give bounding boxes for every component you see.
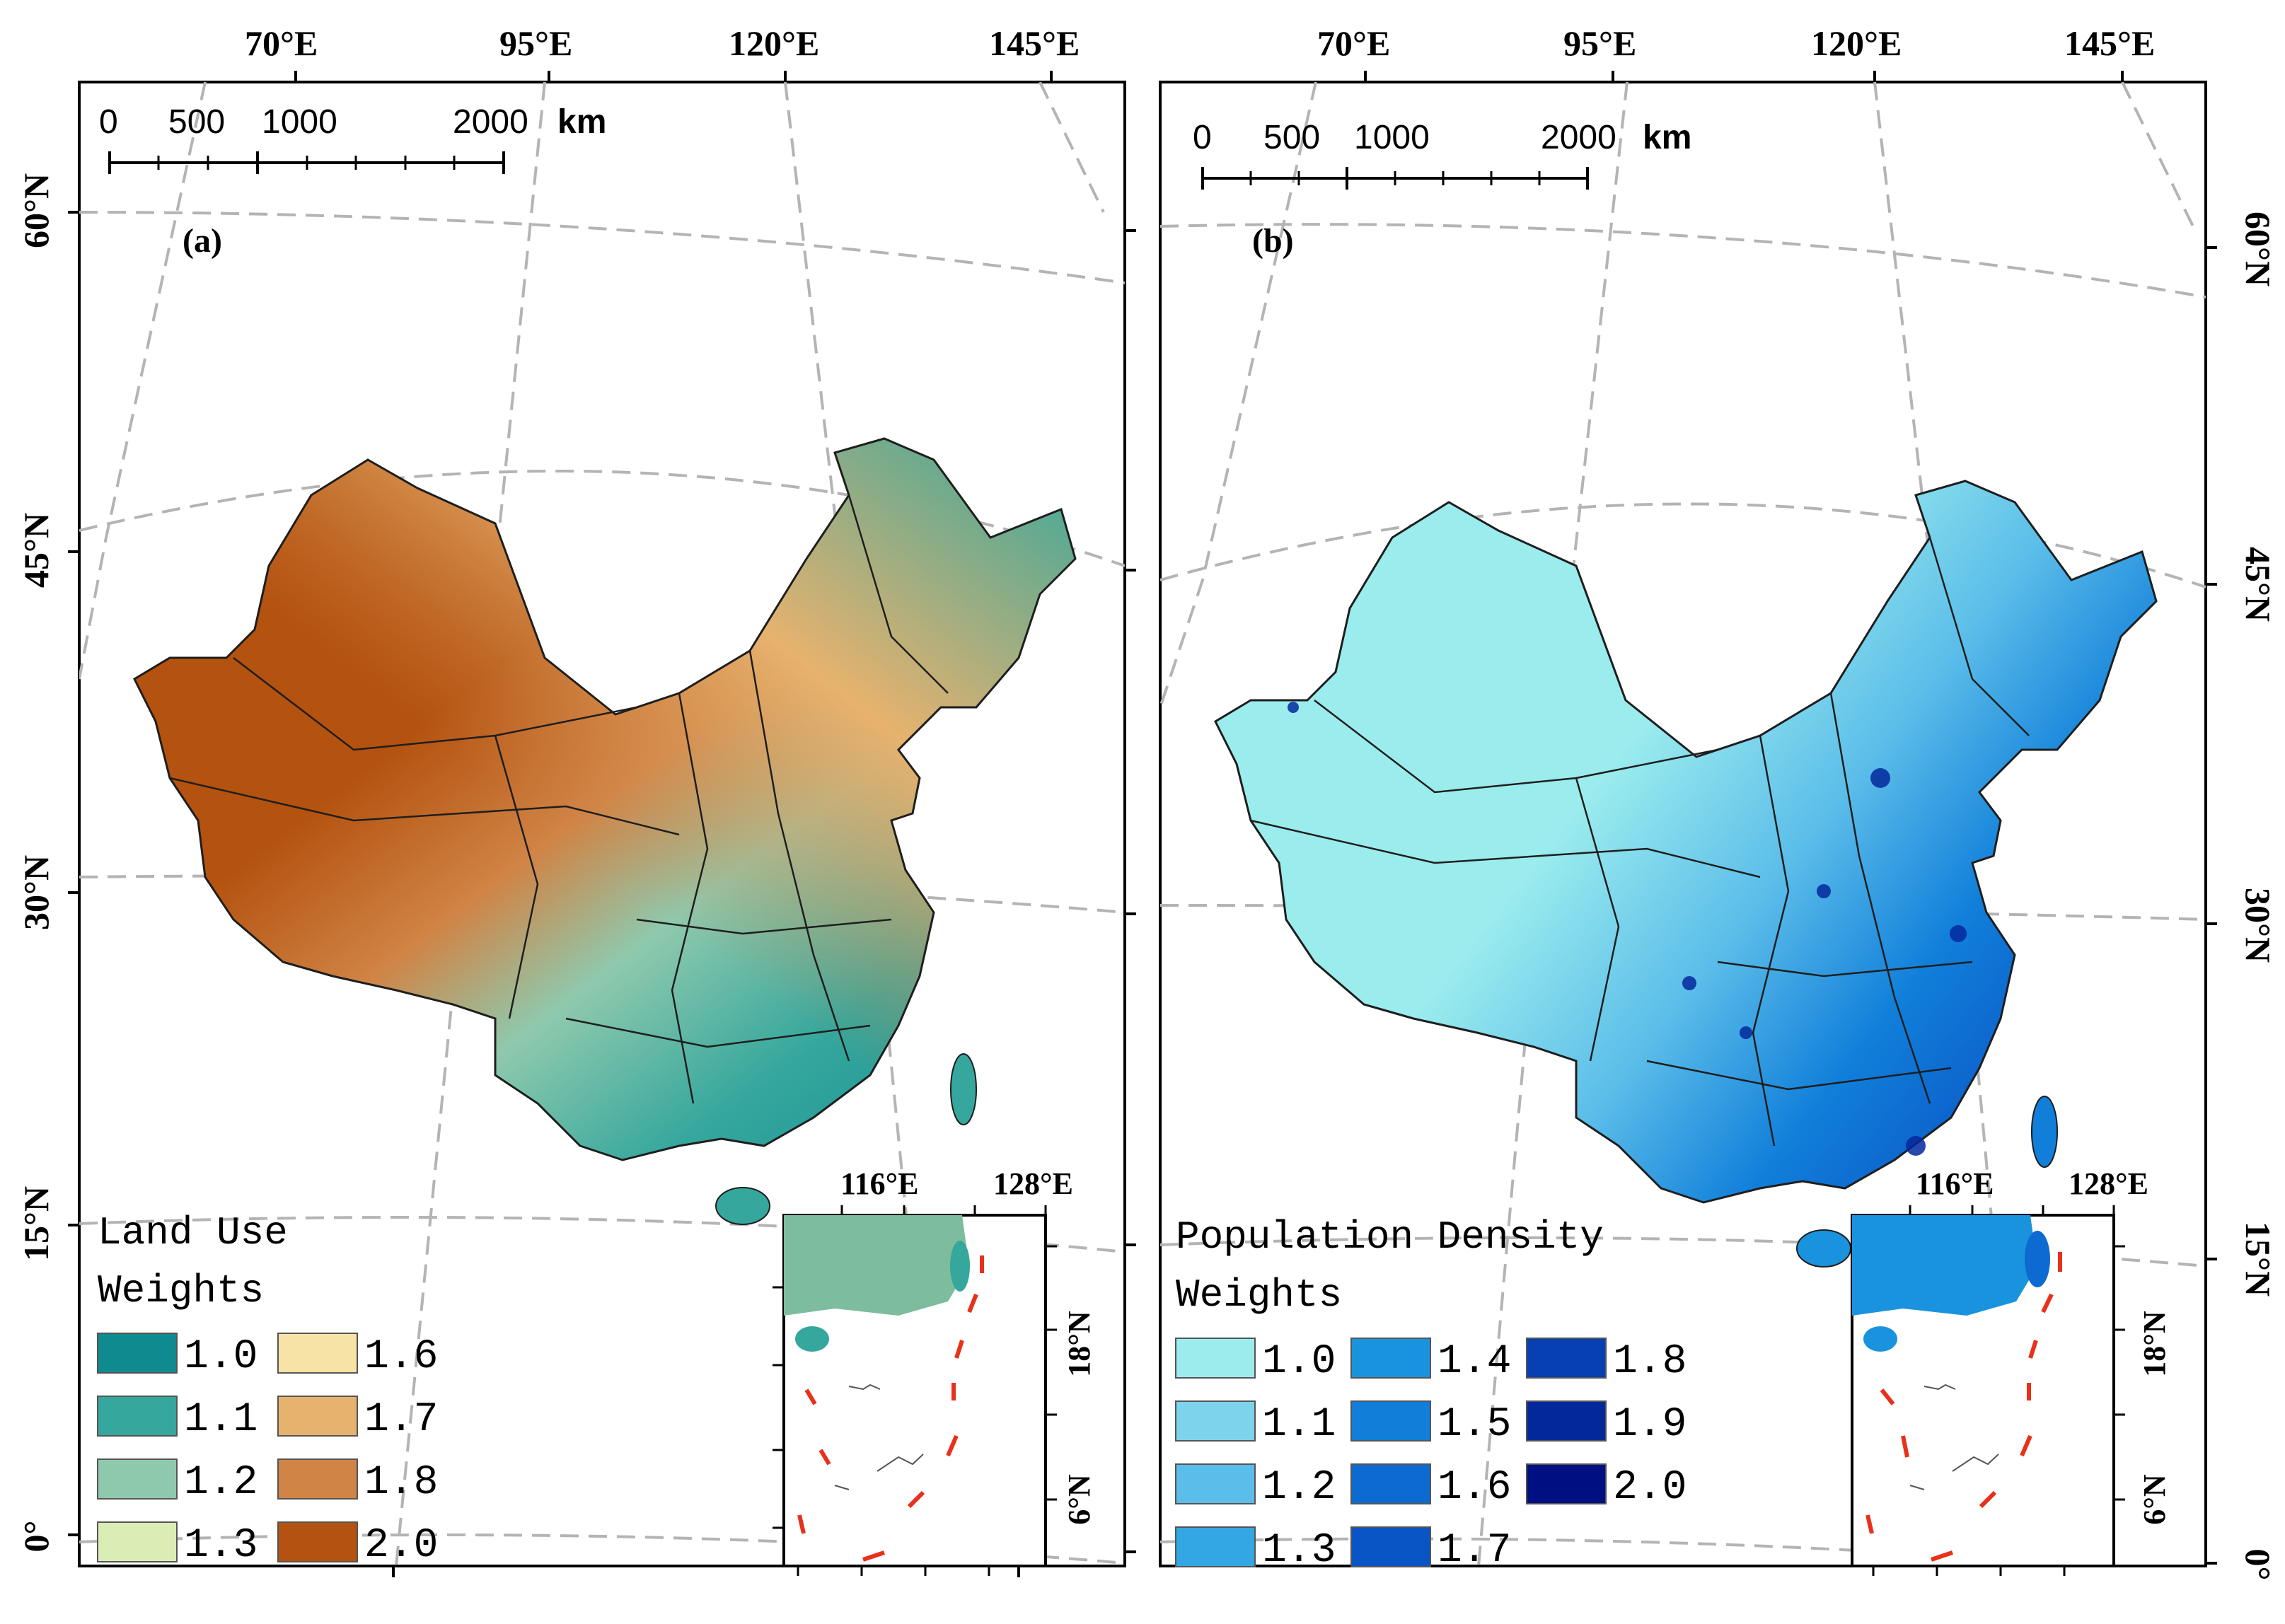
legend-swatch-1-9 — [1526, 1400, 1607, 1442]
legend-title-line2: Weights — [98, 1268, 264, 1313]
legend-land-use: Land Use Weights 1.0 1.1 1.2 1.3 1.6 1.7 1.8 2.… — [97, 1210, 438, 1569]
legend-population-density: Population Density Weights 1.0 1.1 1.2 1.3 1… — [1175, 1214, 1687, 1574]
lat-label-30: 30°N — [2238, 888, 2278, 963]
legend-value-1-8: 1.8 — [364, 1460, 438, 1506]
legend-swatch-1-8 — [1526, 1338, 1607, 1379]
legend-swatch-1-1 — [1175, 1400, 1256, 1442]
legend-value-1-5: 1.5 — [1437, 1402, 1511, 1448]
legend-value-1-6: 1.6 — [1437, 1465, 1511, 1511]
legend-value-1-6: 1.6 — [364, 1334, 438, 1380]
graticule-b — [1160, 82, 2206, 1566]
legend-swatch-1-7 — [1350, 1526, 1431, 1567]
lon-label-120: 120°E — [729, 23, 819, 63]
scale-tick-0: 0 — [99, 103, 118, 141]
lon-label-120: 120°E — [1811, 23, 1902, 63]
inset-b-lon-116: 116°E — [1916, 1166, 1994, 1201]
legend-swatch-1-0 — [1175, 1338, 1256, 1379]
legend-swatch-1-5 — [1350, 1400, 1431, 1442]
scale-tick-500: 500 — [168, 103, 225, 141]
legend-swatch-1-2 — [1175, 1463, 1256, 1504]
legend-swatch-1-1 — [97, 1396, 178, 1437]
inset-a-lat-6: 6°N — [1062, 1474, 1097, 1525]
scale-bar-b: 0 500 1000 2000 km — [1193, 119, 1691, 190]
lat-label-60: 60°N — [2238, 211, 2278, 286]
scale-bar-a: 0 500 1000 2000 km — [99, 103, 606, 174]
scale-unit: km — [557, 103, 606, 141]
scale-tick-1000: 1000 — [1354, 119, 1430, 156]
lon-label-145: 145°E — [989, 23, 1080, 63]
panel-b-top-lon-labels: 70°E 95°E 120°E 145°E — [1317, 23, 2155, 63]
inset-south-china-sea-b: 116°E 128°E 18°N 6°N — [1851, 1166, 2172, 1576]
legend-value-1-3: 1.3 — [1262, 1528, 1336, 1574]
lon-label-95: 95°E — [1563, 23, 1636, 63]
legend-value-1-9: 1.9 — [1613, 1402, 1687, 1448]
legend-swatch-1-0 — [97, 1333, 178, 1374]
panel-a: 0 500 1000 2000 km (a) Land Use Weights … — [16, 23, 1136, 1577]
scale-tick-0: 0 — [1193, 119, 1212, 156]
legend-title-line1: Population Density — [1176, 1214, 1604, 1260]
legend-swatch-2-0 — [277, 1521, 358, 1562]
lat-label-60: 60°N — [16, 173, 56, 248]
legend-title-line1: Land Use — [98, 1210, 288, 1255]
scale-tick-500: 500 — [1263, 119, 1320, 156]
lat-label-0: 0° — [2238, 1549, 2278, 1581]
lon-label-95: 95°E — [499, 23, 572, 63]
lat-label-45: 45°N — [2238, 547, 2278, 622]
lon-label-70: 70°E — [245, 23, 318, 63]
legend-value-1-7: 1.7 — [364, 1397, 438, 1443]
legend-swatch-1-6 — [277, 1333, 358, 1374]
legend-swatch-1-8 — [277, 1458, 358, 1500]
panel-a-lat-labels: 60°N 45°N 30°N 15°N 0° — [16, 173, 56, 1553]
lat-label-15: 15°N — [16, 1186, 56, 1261]
scale-tick-2000: 2000 — [453, 103, 528, 141]
legend-value-2-0: 2.0 — [1613, 1465, 1687, 1511]
legend-value-1-8: 1.8 — [1613, 1339, 1687, 1385]
lat-label-30: 30°N — [16, 855, 56, 930]
panel-b-lat-labels: 60°N 45°N 30°N 15°N 0° — [2238, 211, 2278, 1581]
panel-a-top-lon-labels: 70°E 95°E 120°E 145°E — [245, 23, 1080, 63]
panel-b-label: (b) — [1252, 222, 1294, 260]
legend-title-line2: Weights — [1176, 1272, 1342, 1318]
legend-value-1-2: 1.2 — [1262, 1465, 1336, 1511]
inset-a-lon-128: 128°E — [993, 1166, 1073, 1201]
lat-label-15: 15°N — [2238, 1222, 2278, 1297]
inset-b-lon-128: 128°E — [2069, 1166, 2148, 1201]
panel-a-label: (a) — [183, 222, 222, 260]
scale-unit: km — [1643, 119, 1691, 156]
legend-value-1-7: 1.7 — [1437, 1528, 1511, 1574]
legend-value-1-2: 1.2 — [184, 1460, 258, 1506]
legend-swatch-1-3 — [97, 1521, 178, 1562]
legend-value-1-0: 1.0 — [184, 1334, 258, 1380]
legend-swatch-1-7 — [277, 1396, 358, 1437]
legend-value-1-0: 1.0 — [1262, 1339, 1336, 1385]
scale-tick-1000: 1000 — [262, 103, 337, 141]
legend-swatch-1-3 — [1175, 1526, 1256, 1567]
legend-swatch-1-2 — [97, 1458, 178, 1500]
panel-b: 0 500 1000 2000 km (b) Population Densit… — [1159, 23, 2278, 1581]
inset-b-lat-18: 18°N — [2137, 1311, 2172, 1377]
legend-swatch-1-6 — [1350, 1463, 1431, 1504]
inset-a-lat-18: 18°N — [1062, 1311, 1097, 1377]
legend-value-2-0: 2.0 — [364, 1523, 438, 1569]
legend-value-1-1: 1.1 — [184, 1397, 258, 1443]
lat-label-0: 0° — [16, 1521, 56, 1553]
china-landuse-map — [133, 437, 1077, 1225]
legend-swatch-1-4 — [1350, 1338, 1431, 1379]
lon-label-70: 70°E — [1317, 23, 1390, 63]
legend-swatch-2-0 — [1526, 1463, 1607, 1504]
legend-value-1-3: 1.3 — [184, 1523, 258, 1569]
inset-a-lon-116: 116°E — [840, 1166, 919, 1201]
lat-label-45: 45°N — [16, 513, 56, 588]
china-population-map — [1214, 480, 2158, 1268]
scale-tick-2000: 2000 — [1541, 119, 1616, 156]
legend-value-1-1: 1.1 — [1262, 1402, 1336, 1448]
lon-label-145: 145°E — [2064, 23, 2155, 63]
inset-b-lat-6: 6°N — [2137, 1474, 2172, 1525]
legend-value-1-4: 1.4 — [1437, 1339, 1511, 1385]
inset-south-china-sea-a: 116°E 128°E 18°N 6°N — [773, 1166, 1097, 1576]
